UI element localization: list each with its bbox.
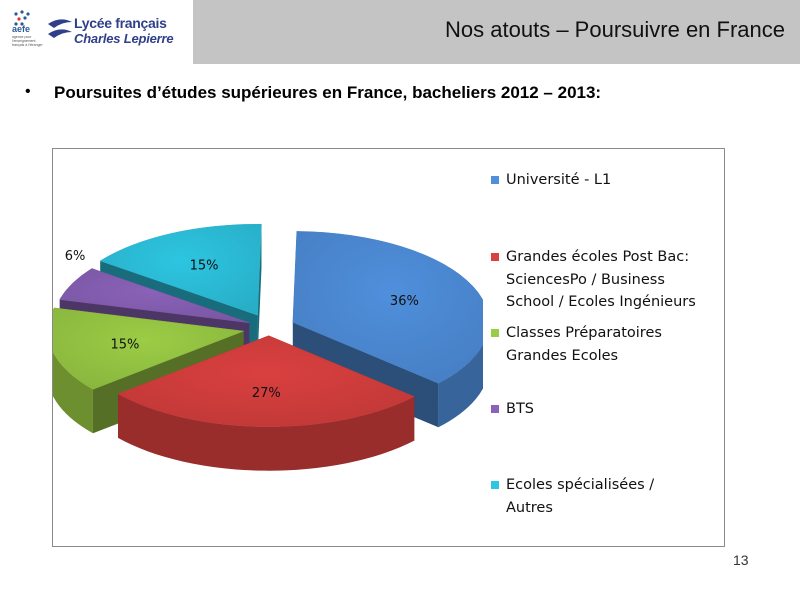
- lycee-logo-name-line1: Lycée français: [74, 15, 167, 31]
- slide-title: Nos atouts – Poursuivre en France: [445, 17, 785, 42]
- legend-label-line: Autres: [506, 499, 553, 516]
- legend-label: Ecoles spécialisées / Autres: [506, 474, 716, 519]
- legend-label-line: Université - L1: [506, 172, 612, 188]
- legend-label-line: Grandes Ecoles: [506, 347, 619, 364]
- legend-label-line: Classes Préparatoires: [506, 325, 662, 341]
- pie-slice: [99, 223, 262, 316]
- pie-slice-outer-wall: [53, 352, 93, 434]
- pie-slice-side: [257, 224, 262, 360]
- legend-swatch: [491, 176, 499, 184]
- legend-swatch: [491, 253, 499, 261]
- bullet-marker: •: [25, 83, 31, 100]
- legend-label: Grandes écoles Post Bac: SciencesPo / Bu…: [506, 246, 716, 314]
- chart-frame: 36% 27% 15% 6% 15% Université - L1 Grandes é…: [52, 148, 725, 547]
- pie-slice: [53, 307, 244, 390]
- pie-slice-outer-wall: [118, 393, 415, 471]
- pie-data-label: 15%: [190, 259, 219, 274]
- title-bar: Nos atouts – Poursuivre en France: [193, 0, 800, 64]
- pie-chart: 36% 27% 15% 6% 15%: [53, 223, 483, 471]
- legend-label-line: BTS: [506, 401, 535, 417]
- legend-swatch: [491, 481, 499, 489]
- pie-slice: [59, 268, 250, 324]
- pie-data-label: 15%: [111, 337, 140, 352]
- aefe-logo-text: aefe: [12, 24, 31, 34]
- legend-label: BTS: [506, 398, 716, 421]
- legend-label-line: School / Ecoles Ingénieurs: [506, 294, 696, 310]
- legend-swatch: [491, 405, 499, 413]
- lycee-logo-name-line2: Charles Lepierre: [74, 31, 174, 46]
- legend-swatch: [491, 329, 499, 337]
- aefe-logo: [14, 10, 30, 26]
- pie-slice-outer-wall: [438, 344, 483, 428]
- pie-data-label: 6%: [65, 249, 86, 264]
- bullet-text: Poursuites d’études supérieures en Franc…: [54, 83, 602, 102]
- pie-data-label: 27%: [252, 386, 281, 401]
- pie-slice: [117, 335, 415, 427]
- legend-label: Université - L1: [506, 169, 716, 192]
- pie-data-label: 36%: [390, 294, 419, 309]
- logo-area: aefe agence pour l'enseignement français…: [0, 0, 192, 64]
- legend-label: Classes Préparatoires Grandes Ecoles: [506, 322, 716, 367]
- pie-slice: [292, 231, 483, 384]
- aefe-logo-subtext: agence pour l'enseignement français à l'…: [12, 35, 43, 47]
- legend-label-line: SciencesPo / Business: [506, 271, 665, 288]
- legend-label-line: Ecoles spécialisées /: [506, 477, 655, 493]
- legend-label-line: Grandes écoles Post Bac:: [506, 249, 690, 265]
- lycee-logo-icon: [48, 19, 72, 38]
- page-number: 13: [733, 552, 749, 568]
